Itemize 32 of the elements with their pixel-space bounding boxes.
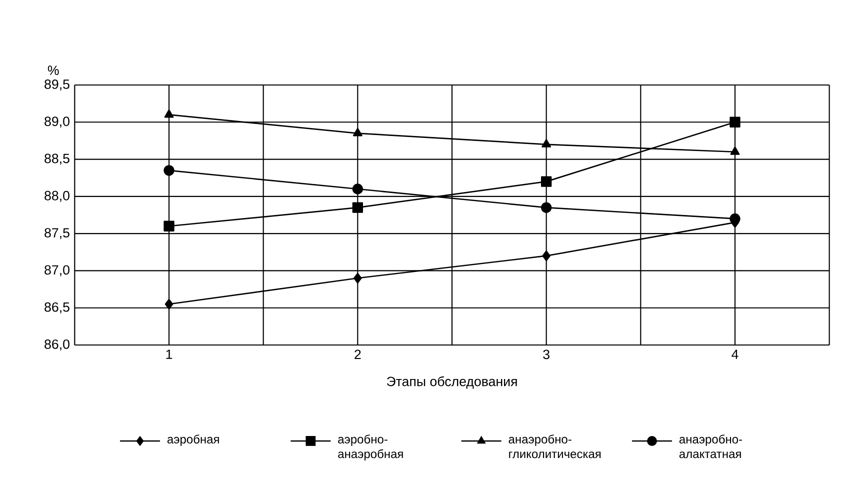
- point: [354, 272, 362, 284]
- x-tick-label: 3: [543, 350, 550, 360]
- y-axis-title: %: [48, 66, 59, 75]
- point: [352, 128, 362, 136]
- x-tick-label: 1: [166, 350, 172, 359]
- legend-label: анаэробно-алактатная: [679, 434, 742, 458]
- point: [164, 298, 174, 310]
- point: [542, 250, 550, 262]
- point: [730, 116, 740, 128]
- y-tick-label: 89,0: [44, 116, 70, 128]
- point: [352, 202, 364, 213]
- x-axis-title: Этапы обследования: [386, 376, 517, 389]
- point: [352, 184, 364, 194]
- y-tick-label: 89,5: [44, 80, 70, 91]
- y-tick-label: 86,5: [44, 302, 70, 314]
- y-tick-label: 87,5: [44, 228, 70, 240]
- point: [164, 165, 174, 176]
- y-tick-label: 87,0: [44, 265, 70, 276]
- point: [540, 202, 552, 213]
- y-tick-label: 86,0: [44, 339, 70, 351]
- point: [542, 139, 552, 148]
- y-tick-label: 88,0: [44, 190, 70, 202]
- point: [164, 220, 174, 232]
- legend-label: аэробная: [167, 434, 219, 446]
- legend-label: аэробно-анаэробная: [338, 434, 403, 461]
- point: [730, 146, 740, 155]
- x-tick-label: 4: [732, 350, 738, 359]
- point: [164, 109, 174, 118]
- legend-label: анаэробно-гликолитическая: [508, 434, 601, 458]
- x-tick-label: 2: [354, 350, 361, 360]
- point: [540, 176, 552, 187]
- y-tick-label: 88,5: [44, 154, 70, 165]
